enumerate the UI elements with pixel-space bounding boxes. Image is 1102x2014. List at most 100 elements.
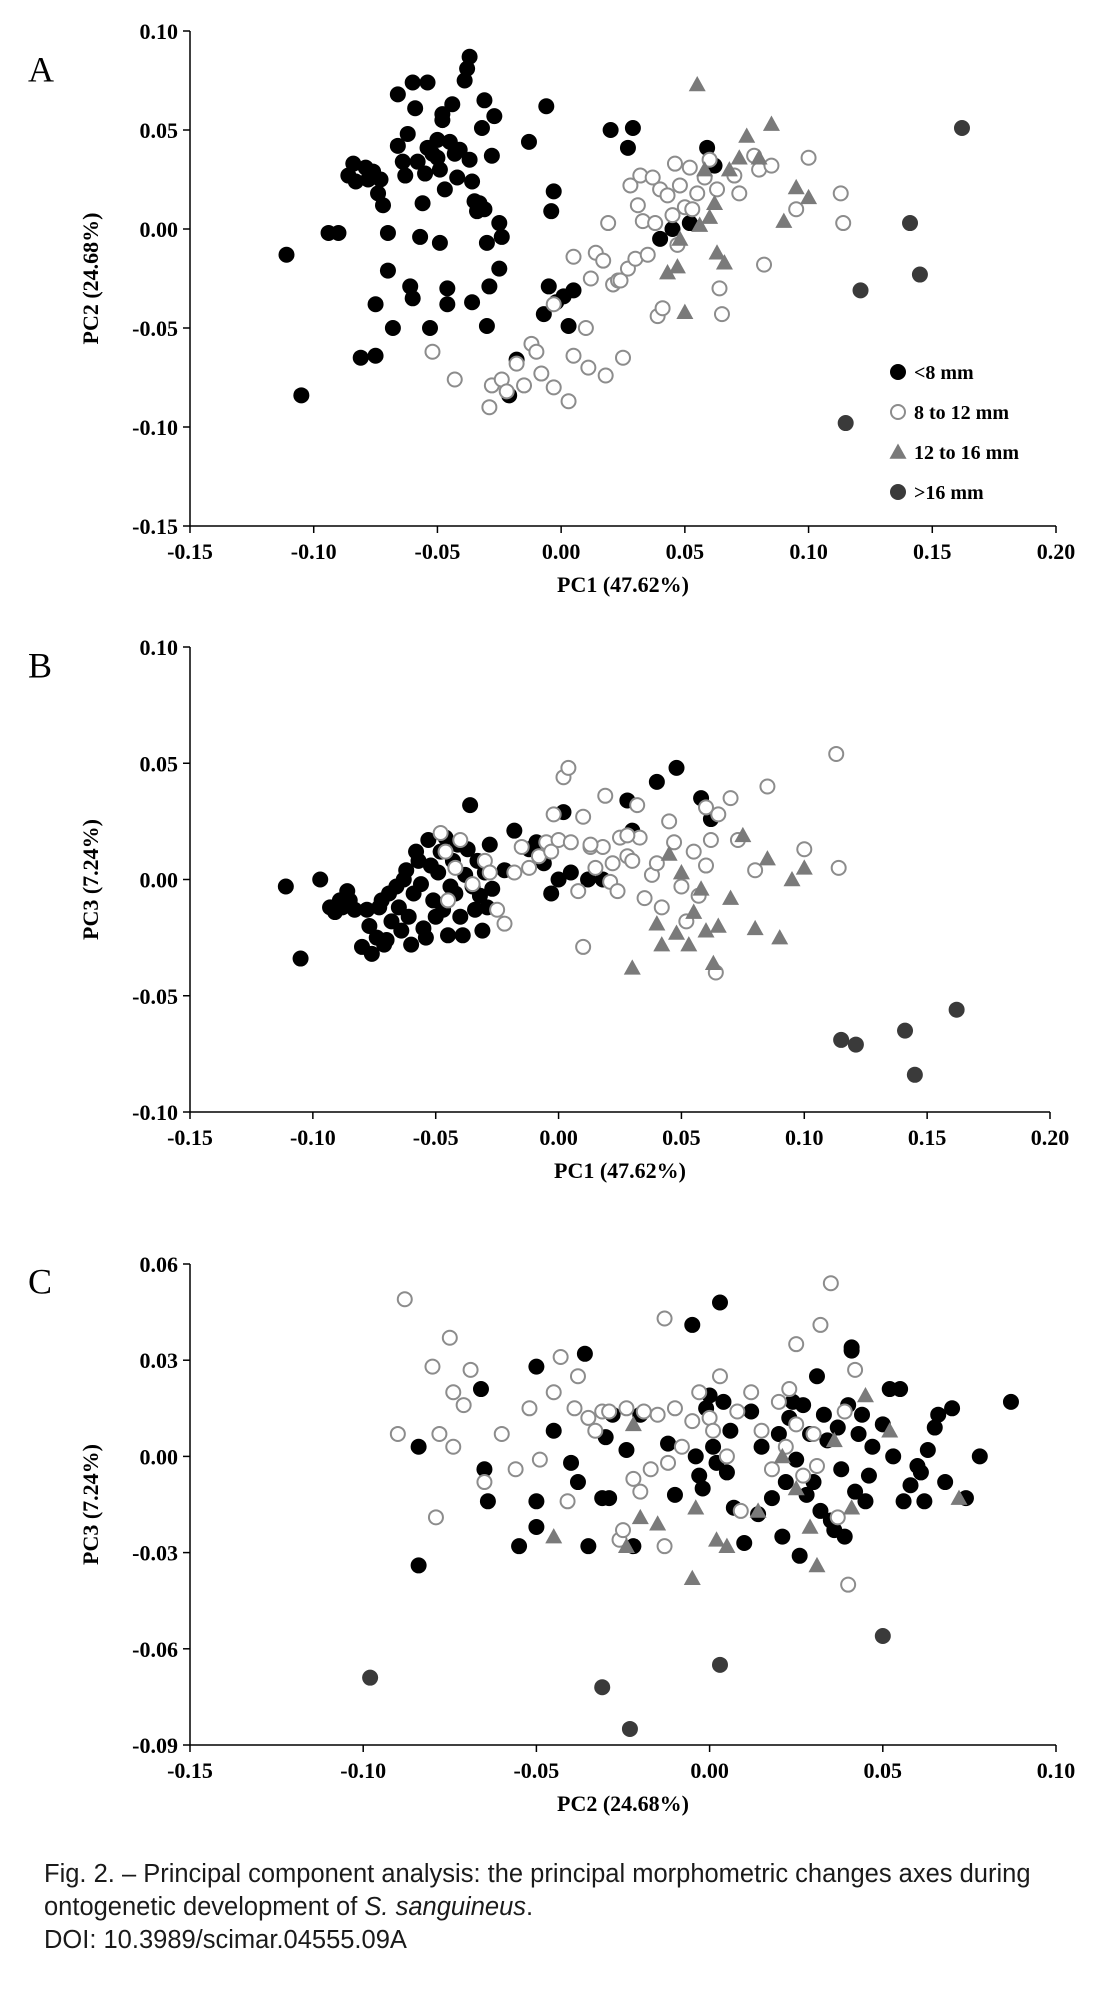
data-point <box>379 224 396 241</box>
data-point <box>808 1368 825 1385</box>
y-tick-label: -0.10 <box>132 1100 178 1125</box>
data-point <box>430 864 447 881</box>
data-point <box>673 878 690 895</box>
data-point <box>521 1400 538 1417</box>
data-point <box>389 1425 406 1442</box>
x-tick-label: -0.05 <box>413 1125 459 1150</box>
data-point <box>971 1448 988 1465</box>
data-point <box>569 1368 586 1385</box>
data-point <box>597 787 614 804</box>
series-triangle <box>623 826 813 975</box>
data-point <box>427 1509 444 1526</box>
data-point <box>722 889 740 905</box>
data-point <box>850 1425 867 1442</box>
data-point <box>705 1422 722 1439</box>
data-point <box>481 278 498 295</box>
data-point <box>560 393 577 410</box>
data-point <box>440 927 456 944</box>
data-point <box>417 165 434 182</box>
x-tick-label: 0.15 <box>913 539 952 564</box>
data-point <box>472 1381 489 1398</box>
data-point <box>452 831 469 848</box>
data-point <box>718 1464 735 1481</box>
data-point <box>604 855 621 872</box>
data-point <box>684 1316 701 1333</box>
data-point <box>478 318 495 335</box>
data-point <box>783 871 801 887</box>
data-point <box>597 367 614 384</box>
data-point <box>625 1470 642 1487</box>
data-point <box>439 280 456 297</box>
data-point <box>805 1425 822 1442</box>
data-point <box>394 153 411 170</box>
data-point <box>854 1406 871 1423</box>
data-point <box>545 296 562 313</box>
data-point <box>830 859 847 876</box>
data-point <box>798 1486 815 1503</box>
data-point <box>545 806 562 823</box>
data-point <box>461 48 478 65</box>
data-point <box>367 347 384 364</box>
data-point <box>531 1451 548 1468</box>
data-point <box>434 106 451 123</box>
data-point <box>575 808 592 825</box>
data-point <box>441 1329 458 1346</box>
data-point <box>832 185 849 202</box>
data-point <box>402 278 419 295</box>
data-point <box>801 1518 819 1534</box>
data-point <box>874 1627 891 1644</box>
data-point <box>787 1479 805 1496</box>
data-point <box>796 841 813 858</box>
data-point <box>424 343 441 360</box>
data-point <box>666 155 683 172</box>
data-point <box>461 151 478 168</box>
data-point <box>653 936 671 952</box>
data-point <box>587 859 604 876</box>
y-tick-label: -0.05 <box>132 984 178 1009</box>
data-point <box>771 929 789 945</box>
data-point <box>467 901 484 918</box>
caption-prefix: Fig. 2. – Principal component analysis: … <box>44 1860 1031 1921</box>
series-open-circle <box>389 1275 864 1593</box>
y-tick-label: 0.00 <box>140 1444 179 1469</box>
data-point <box>758 850 776 866</box>
data-point <box>601 1490 618 1507</box>
y-tick-label: 0.00 <box>140 217 179 242</box>
data-point <box>715 1393 732 1410</box>
data-point <box>808 1458 825 1475</box>
data-point <box>654 300 671 317</box>
data-point <box>1002 1393 1019 1410</box>
x-tick-label: 0.10 <box>789 539 828 564</box>
y-tick-label: 0.05 <box>140 751 179 776</box>
data-point <box>330 224 347 241</box>
data-point <box>835 215 852 232</box>
panel-letter: B <box>28 646 52 686</box>
data-point <box>708 244 726 260</box>
data-point <box>609 883 626 900</box>
data-point <box>720 161 738 177</box>
legend-marker <box>890 404 906 420</box>
data-point <box>412 228 429 245</box>
data-point <box>410 1438 427 1455</box>
data-point <box>944 1400 961 1417</box>
data-point <box>837 415 854 432</box>
data-point <box>671 230 689 246</box>
data-point <box>701 1409 718 1426</box>
data-point <box>734 826 752 843</box>
data-point <box>560 759 577 776</box>
data-point <box>624 852 641 869</box>
data-point <box>697 922 715 938</box>
x-tick-label: 0.10 <box>1037 1758 1076 1783</box>
data-point <box>528 343 545 360</box>
data-point <box>528 1518 545 1535</box>
data-point <box>489 901 506 918</box>
data-point <box>452 908 469 925</box>
y-tick-label: 0.06 <box>140 1252 179 1277</box>
data-point <box>762 115 780 131</box>
data-point <box>691 216 709 232</box>
series-filled-circle <box>410 1294 1019 1574</box>
data-point <box>594 1679 611 1696</box>
figure-caption: Fig. 2. – Principal component analysis: … <box>44 1858 1084 1957</box>
data-point <box>906 1066 923 1083</box>
y-tick-label: 0.00 <box>140 868 179 893</box>
